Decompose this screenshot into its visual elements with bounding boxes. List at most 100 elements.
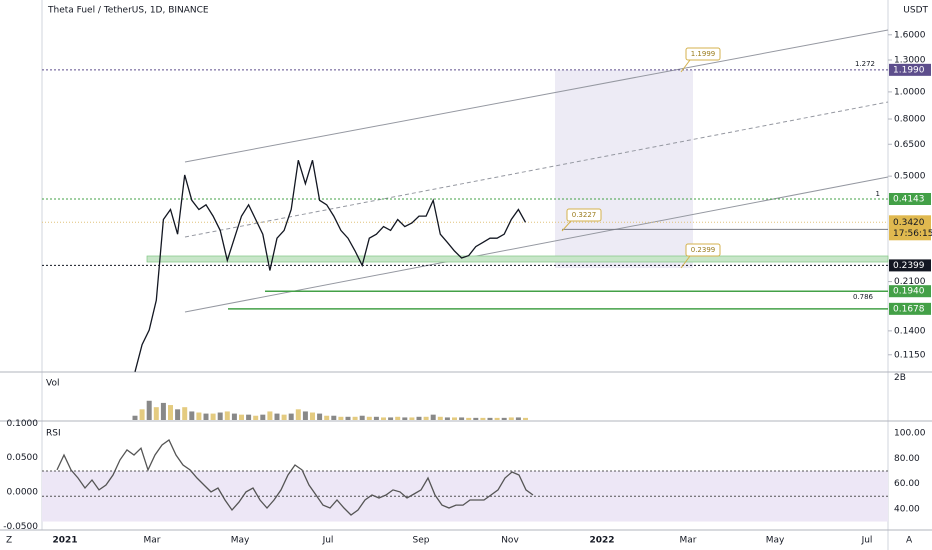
- volume-bar: [310, 412, 315, 420]
- fib-label: 1.272: [855, 60, 875, 68]
- volume-bar: [466, 417, 472, 420]
- x-tick-label: 2022: [589, 536, 614, 546]
- volume-bar: [373, 416, 379, 420]
- y-tick-label: 0.2100: [894, 277, 926, 287]
- volume-bar: [160, 402, 166, 420]
- volume-bar: [295, 409, 301, 420]
- volume-bar: [452, 417, 457, 420]
- volume-bar: [409, 417, 415, 420]
- volume-bar: [437, 416, 443, 420]
- currency: USDT: [903, 6, 928, 16]
- volume-bar: [324, 415, 330, 420]
- volume-bar: [146, 400, 152, 420]
- x-tick-label: May: [766, 536, 785, 546]
- rsi-line: [56, 439, 534, 516]
- volume-bar: [196, 412, 202, 420]
- left-tick-label: -0.0500: [3, 522, 38, 532]
- level-label: 1.1990: [893, 65, 925, 75]
- y-tick-label: 0.6500: [894, 140, 926, 150]
- x-tick-label: Nov: [501, 536, 519, 546]
- volume-bar: [224, 411, 230, 420]
- x-tick-label: Sep: [413, 536, 430, 546]
- volume-bar: [523, 417, 528, 420]
- y-tick-label: 0.1150: [894, 350, 926, 360]
- volume-bar: [210, 413, 216, 420]
- x-tick-label: Mar: [680, 536, 697, 546]
- rsi-title: RSI: [46, 429, 61, 439]
- level-label: 0.2399: [893, 261, 925, 271]
- volume-bar: [388, 417, 394, 420]
- projection-box: [555, 70, 693, 268]
- volume-bar: [288, 413, 294, 420]
- callout-pointer: [561, 220, 572, 232]
- volume-bar: [515, 417, 521, 420]
- volume-bar: [274, 413, 280, 420]
- last-price-tag: [889, 215, 931, 241]
- volume-bar: [366, 416, 372, 420]
- volume-bar: [459, 417, 465, 420]
- support-zone: [146, 255, 889, 263]
- x-tick-label: May: [231, 536, 250, 546]
- volume-bar: [239, 414, 244, 420]
- callout-box: [685, 243, 721, 257]
- callout-label: 1.1999: [691, 50, 716, 58]
- volume-bar: [153, 407, 159, 420]
- volume-bar: [402, 417, 408, 420]
- countdown: 17:56:15: [893, 229, 932, 239]
- y-tick-label: 1.6000: [894, 30, 926, 40]
- volume-bar: [175, 409, 181, 420]
- volume-bar: [416, 416, 422, 420]
- volume-bar: [267, 411, 273, 420]
- volume-bar: [487, 417, 493, 420]
- volume-bar: [473, 417, 479, 420]
- y-tick-label: 0.1400: [894, 326, 926, 336]
- rsi-tick-label: 80.00: [894, 454, 920, 464]
- callout-pointer: [680, 255, 691, 269]
- volume-bar: [508, 417, 514, 420]
- corner-label: Z: [6, 536, 12, 546]
- volume-bar: [246, 414, 252, 420]
- volume-title: Vol: [46, 379, 59, 389]
- y-tick-label: 0.8000: [894, 115, 926, 125]
- volume-bar: [302, 411, 308, 420]
- volume-bar: [331, 415, 337, 420]
- x-tick-label: 2021: [52, 536, 77, 546]
- volume-bar: [501, 417, 507, 420]
- level-tag: [889, 259, 931, 272]
- channel-mid: [184, 101, 889, 238]
- level-tag: [889, 285, 931, 298]
- volume-bar: [132, 415, 138, 420]
- volume-bar: [352, 416, 358, 420]
- volume-bar: [480, 417, 486, 420]
- y-tick-label: 1.3000: [894, 56, 926, 66]
- level-label: 0.1940: [893, 287, 925, 297]
- y-tick-label: 1.0000: [894, 87, 926, 97]
- volume-bar: [381, 417, 386, 420]
- left-tick-label: 0.0000: [7, 488, 39, 498]
- level-label: 0.1678: [893, 304, 925, 314]
- volume-bar: [317, 413, 323, 420]
- x-tick-label: Mar: [144, 536, 161, 546]
- fib-label: 1: [876, 190, 880, 198]
- volume-bar: [182, 407, 188, 420]
- volume-bar: [139, 409, 145, 420]
- rsi-band-fill: [42, 470, 888, 522]
- channel-bottom: [184, 176, 889, 313]
- volume-bar: [359, 415, 365, 420]
- volume-bar: [395, 416, 401, 420]
- callout-pointer: [680, 59, 691, 73]
- volume-bar: [494, 417, 500, 420]
- level-tag: [889, 192, 931, 205]
- last-price-label: 0.3420: [893, 218, 925, 228]
- callout-box: [566, 208, 602, 222]
- volume-bar: [423, 416, 429, 420]
- left-tick-label: 0.0500: [7, 453, 39, 463]
- volume-bar: [338, 416, 344, 420]
- volume-bar: [281, 414, 287, 420]
- volume-bar: [217, 412, 223, 420]
- callout-label: 0.3227: [572, 211, 597, 219]
- callout-label: 0.2399: [691, 246, 716, 254]
- price-line: [134, 160, 527, 372]
